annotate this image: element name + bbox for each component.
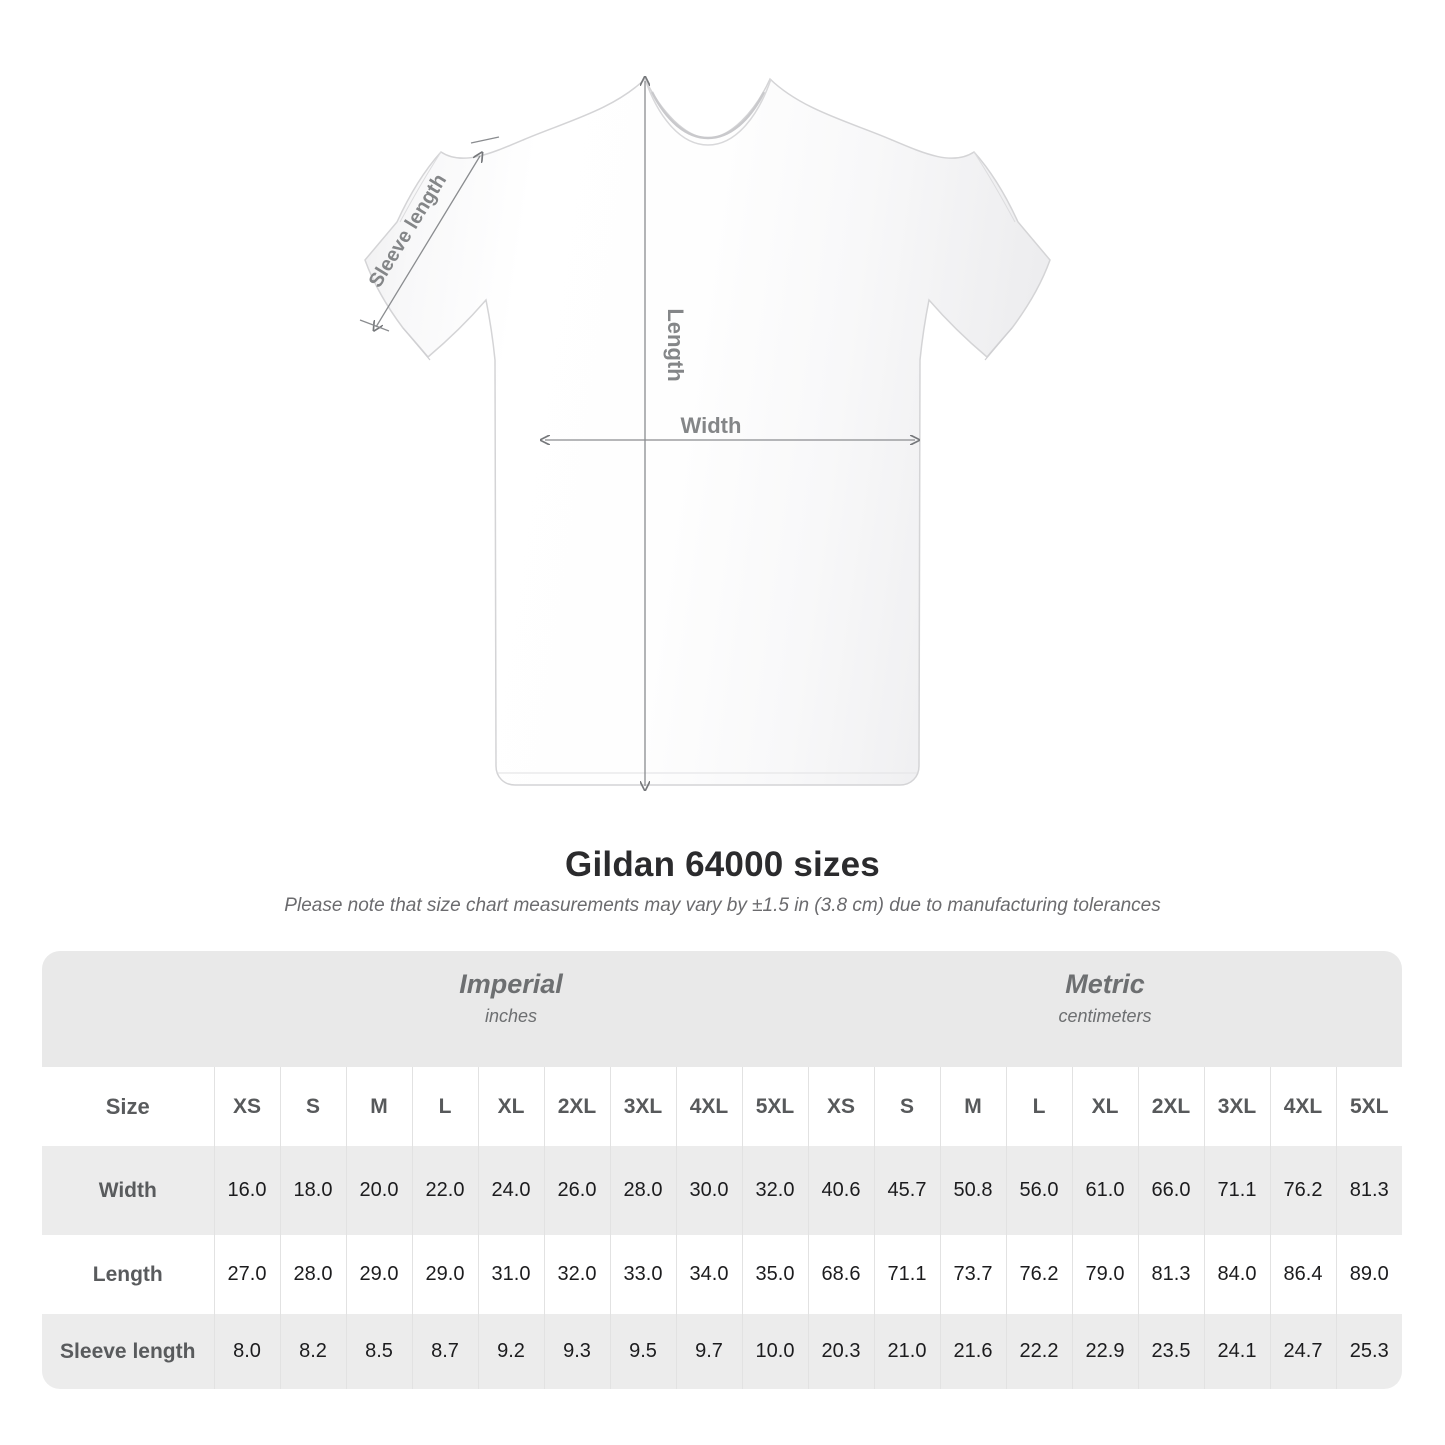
svg-text:Width: Width <box>681 413 742 438</box>
svg-text:Length: Length <box>663 308 688 381</box>
